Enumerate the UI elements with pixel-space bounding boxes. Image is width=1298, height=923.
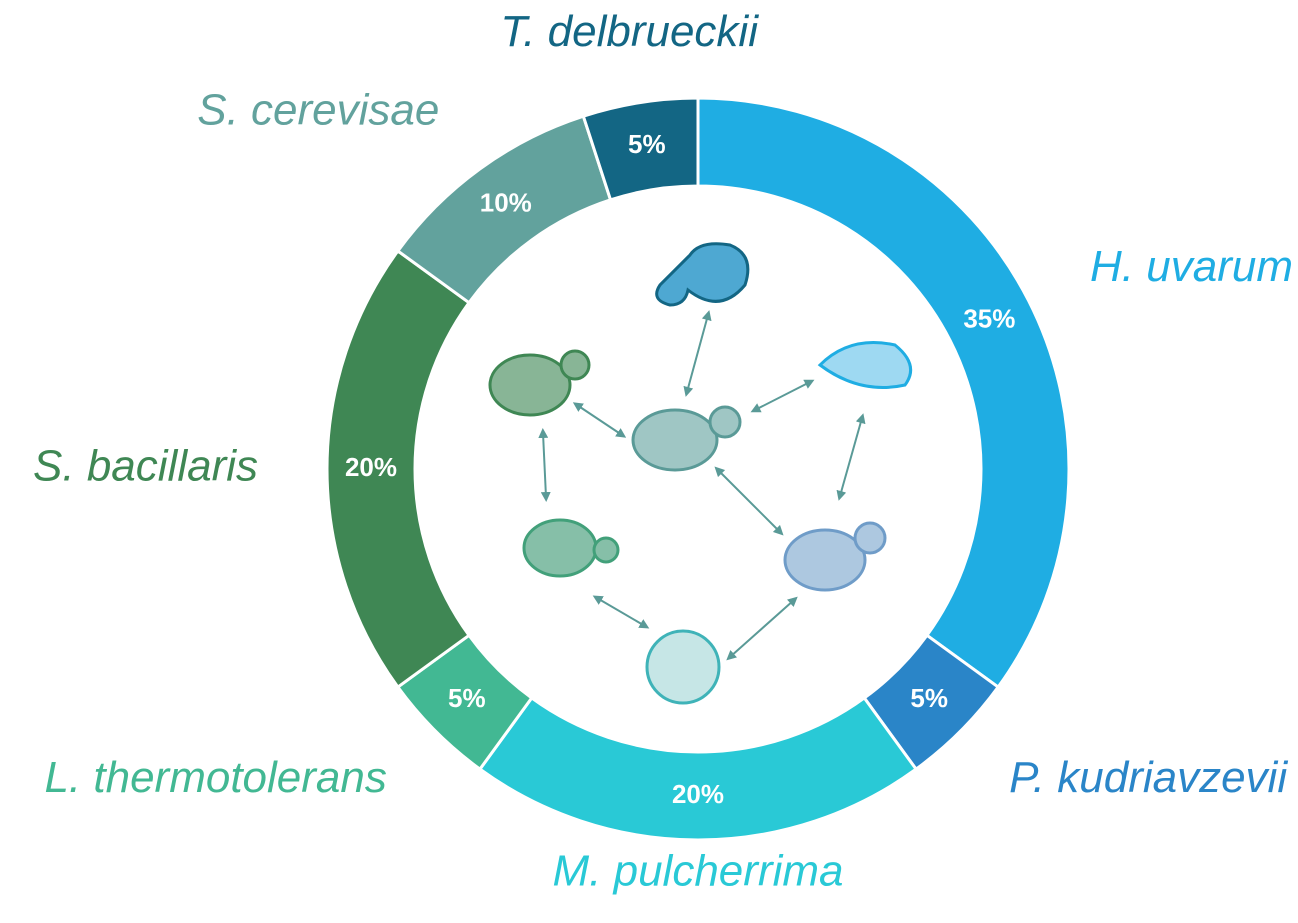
cell-illustration xyxy=(490,244,911,703)
value-label: 35% xyxy=(963,303,1015,333)
slice xyxy=(480,698,916,840)
cell xyxy=(594,538,618,562)
cell xyxy=(561,351,589,379)
value-label: 5% xyxy=(628,129,666,159)
cell xyxy=(657,244,748,305)
value-label: 20% xyxy=(345,452,397,482)
slice xyxy=(698,98,1069,687)
chart: 35% H. uvarum 5% P. kudriavzevii 20% M. pulch… xyxy=(0,0,1298,923)
category-label: P. kudriavzevii xyxy=(1009,753,1288,802)
category-label: T. delbrueckii xyxy=(500,7,759,56)
value-label: 20% xyxy=(672,779,724,809)
category-label: L. thermotolerans xyxy=(44,753,386,802)
value-label: 5% xyxy=(910,683,948,713)
value-label: 10% xyxy=(480,187,532,217)
category-label: S. cerevisae xyxy=(197,86,439,135)
arrows xyxy=(543,315,862,657)
cell xyxy=(490,355,570,415)
category-label: S. bacillaris xyxy=(33,442,258,491)
cell xyxy=(785,530,865,590)
category-label: H. uvarum xyxy=(1090,242,1293,291)
cell xyxy=(820,343,911,388)
cell xyxy=(633,410,717,470)
cell xyxy=(524,520,596,576)
value-label: 5% xyxy=(448,683,486,713)
cell xyxy=(710,407,740,437)
cell xyxy=(647,631,719,703)
cell xyxy=(855,523,885,553)
category-label: M. pulcherrima xyxy=(553,847,844,896)
page: {"chart_data": {"type": "pie", "donut": … xyxy=(0,0,1298,923)
